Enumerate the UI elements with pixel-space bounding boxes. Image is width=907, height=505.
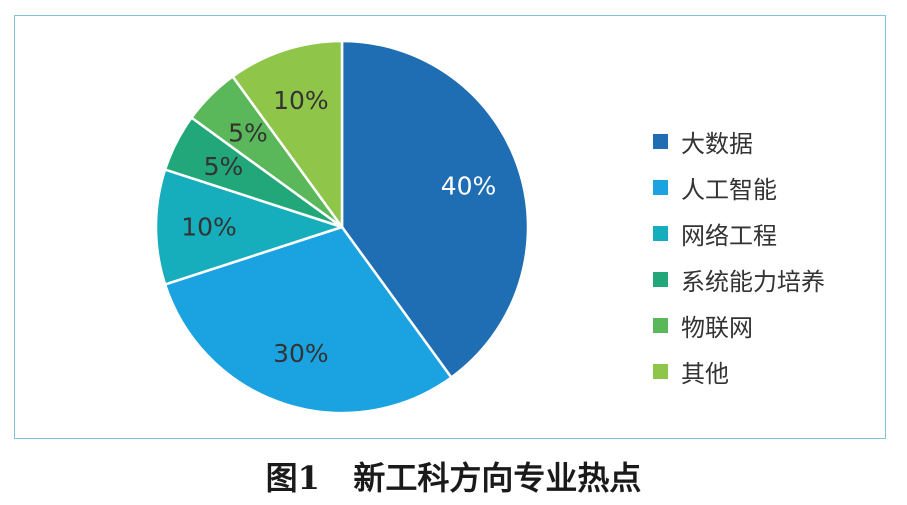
legend-item-1: 大数据	[653, 123, 825, 159]
legend-swatch	[653, 363, 668, 379]
legend-swatch	[653, 133, 668, 149]
legend-item-2: 人工智能	[653, 169, 825, 205]
pie-slice-label-5: 5%	[228, 118, 268, 147]
legend-item-5: 物联网	[653, 307, 825, 343]
legend-label: 网络工程	[681, 221, 777, 250]
pie-chart: 40%30%10%5%5%10%	[154, 39, 530, 415]
legend-label: 物联网	[681, 313, 753, 342]
pie-slice-2	[163, 225, 453, 415]
chart-frame: 40% 30% 10% 5% 5% 10% 大数据 人工智能 网络工程 系统能力培养 物联网 其他	[14, 15, 886, 439]
legend-label: 系统能力培养	[681, 267, 825, 296]
legend-swatch	[653, 179, 668, 195]
pie-slice-label-3: 10%	[181, 213, 237, 242]
legend-label: 大数据	[681, 129, 753, 158]
legend: 大数据人工智能网络工程系统能力培养 物联网其他	[653, 123, 825, 399]
pie-slice-label-2: 30%	[273, 339, 329, 368]
legend-item-4: 系统能力培养	[653, 261, 825, 297]
pie-slice-3	[154, 168, 344, 286]
legend-item-6: 其他	[653, 353, 825, 389]
legend-swatch	[653, 317, 668, 333]
pie-slice-label-6: 10%	[273, 86, 329, 115]
pie-slice-label-1: 40%	[441, 171, 497, 200]
pie-slice-label-4: 5%	[204, 152, 244, 181]
legend-label: 其他	[681, 359, 729, 388]
pie-slice-1	[340, 39, 530, 379]
legend-swatch	[653, 271, 668, 287]
figure-caption: 图1 新工科方向专业热点	[265, 459, 642, 497]
legend-label: 人工智能	[681, 175, 777, 204]
pie-slice-6	[231, 39, 344, 229]
legend-swatch	[653, 225, 668, 241]
legend-item-3: 网络工程	[653, 215, 825, 251]
